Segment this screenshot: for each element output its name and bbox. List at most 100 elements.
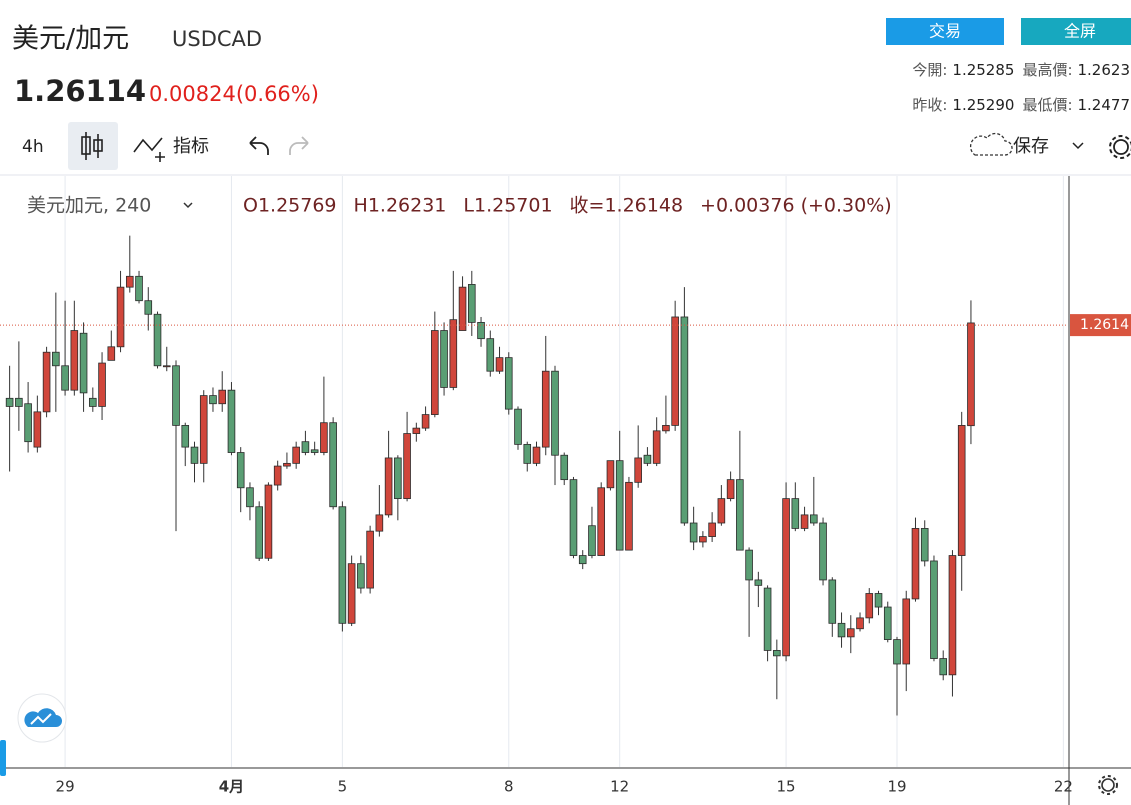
candle-body xyxy=(181,425,190,448)
candle-body xyxy=(810,514,818,524)
fullscreen-button[interactable] xyxy=(1021,18,1131,45)
stat-label: 今開: xyxy=(912,61,947,79)
candle-body xyxy=(125,275,134,288)
candle-body xyxy=(791,498,800,529)
stats-row: 今開: 1.25285 最高價: 1.2623 xyxy=(912,61,1130,79)
candle-body xyxy=(347,563,356,624)
candle-body xyxy=(957,425,966,556)
candle-body xyxy=(70,330,79,391)
candle-body xyxy=(883,606,892,640)
candle-body xyxy=(689,522,698,543)
candle-body xyxy=(467,284,476,323)
undo[interactable] xyxy=(249,136,269,155)
fullscreen-button-label[interactable]: 全屏 xyxy=(1064,22,1096,41)
indicators[interactable]: 指标 xyxy=(173,136,209,157)
symbol: USDCAD xyxy=(172,27,262,51)
candle-body xyxy=(486,338,495,372)
candle-body xyxy=(79,332,88,394)
candle-body xyxy=(440,330,448,388)
candle-body xyxy=(301,441,310,453)
candle-body xyxy=(865,593,874,619)
pair-name: 美元/加元 xyxy=(12,24,129,55)
candle-body xyxy=(153,313,162,367)
candle-body xyxy=(431,330,439,415)
stat-label: 最低價: xyxy=(1022,96,1072,114)
x-tick-label: 8 xyxy=(504,778,514,796)
trade-button-label[interactable]: 交易 xyxy=(929,22,961,41)
save-menu[interactable] xyxy=(1072,142,1084,150)
candle-body xyxy=(699,536,707,543)
candle-body xyxy=(357,563,365,589)
candle-body xyxy=(745,549,753,581)
legend-menu[interactable] xyxy=(183,202,193,209)
save-icon[interactable] xyxy=(969,132,1013,156)
candle-body xyxy=(652,430,661,464)
candle-body xyxy=(615,460,624,551)
candle-body xyxy=(874,593,883,608)
legend-value: L1.25701 xyxy=(463,195,552,217)
candle-body xyxy=(560,454,569,481)
candle-body xyxy=(116,286,125,348)
candle-body xyxy=(338,506,347,624)
candle-body xyxy=(366,530,374,589)
candle-body xyxy=(625,481,633,551)
redo xyxy=(289,136,309,155)
last-price-box xyxy=(1070,314,1131,337)
candle-body xyxy=(588,525,596,556)
trade-button[interactable] xyxy=(886,18,1004,45)
candle-body xyxy=(199,395,208,464)
candle-body xyxy=(24,403,32,443)
candle-body xyxy=(375,514,384,532)
legend-title: 美元加元, 240 xyxy=(27,195,151,217)
candle-body xyxy=(948,555,957,676)
candle-body xyxy=(236,452,245,489)
legend-value: 收=1.26148 xyxy=(570,195,684,217)
candle-body xyxy=(782,498,790,657)
candle-body xyxy=(736,479,744,551)
stat-value: 1.2477 xyxy=(1078,96,1131,114)
settings-icon[interactable] xyxy=(1113,139,1129,155)
candle-body xyxy=(246,487,254,508)
x-tick-label: 12 xyxy=(610,778,629,796)
candle-body xyxy=(514,408,522,445)
stat-value: 1.2623 xyxy=(1078,61,1131,79)
candle-body xyxy=(754,579,763,586)
candle-body xyxy=(329,422,337,508)
indicator-icon[interactable] xyxy=(133,137,163,153)
legend-value: H1.26231 xyxy=(354,195,447,217)
save[interactable]: 保存 xyxy=(1013,136,1049,157)
candle-body xyxy=(89,397,97,407)
candle-body xyxy=(532,446,541,464)
time-axis xyxy=(0,769,1131,805)
side-tab[interactable] xyxy=(0,740,6,776)
indicator-plus xyxy=(155,152,165,162)
stat-label: 最高價: xyxy=(1022,61,1072,79)
logo-line xyxy=(30,713,52,725)
legend-value: +0.00376 (+0.30%) xyxy=(700,195,892,217)
interval[interactable]: 4h xyxy=(22,137,44,157)
candle-style-button[interactable] xyxy=(68,122,118,170)
plot xyxy=(0,176,1068,767)
candle-body xyxy=(606,460,615,489)
candle-body xyxy=(162,365,171,368)
candle-body xyxy=(893,639,901,665)
candle-body xyxy=(671,316,679,426)
candle-body xyxy=(569,479,578,556)
stat-value: 1.25290 xyxy=(952,96,1014,114)
candle-body xyxy=(394,457,402,500)
candle-body xyxy=(403,433,411,500)
price: 1.26114 xyxy=(14,74,146,108)
x-tick-label: 5 xyxy=(338,778,348,796)
candle-body xyxy=(773,650,781,657)
candle-body xyxy=(708,522,716,537)
candle-body xyxy=(15,397,23,407)
candle-body xyxy=(597,487,606,556)
candle-body xyxy=(458,286,467,331)
candle-body xyxy=(911,528,920,600)
candle-body xyxy=(412,427,421,434)
candle-body xyxy=(5,397,14,407)
stats-row: 昨收: 1.25290 最低價: 1.2477 xyxy=(912,96,1130,114)
axis-settings[interactable] xyxy=(1101,778,1115,792)
x-tick-label: 19 xyxy=(887,778,906,796)
settings-teeth xyxy=(1109,135,1131,159)
